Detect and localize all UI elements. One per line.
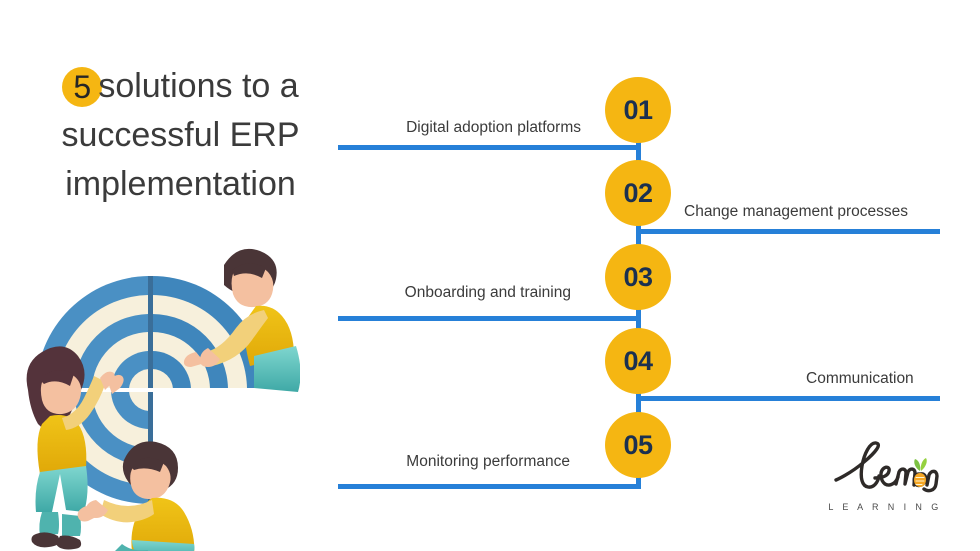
spine-segment-2	[636, 224, 641, 254]
branch-line-3	[338, 316, 641, 321]
leaf-right-icon	[920, 458, 927, 471]
timeline-node-02[interactable]: 02	[605, 160, 671, 226]
leaf-left-icon	[914, 459, 921, 471]
logo-subtitle: L E A R N I N G	[828, 502, 942, 512]
spine-segment-4	[636, 391, 641, 421]
target-seam-vertical-top	[148, 276, 153, 388]
spine-segment-3	[636, 307, 641, 337]
timeline-node-04[interactable]: 04	[605, 328, 671, 394]
branch-line-1	[338, 145, 641, 150]
branch-line-2	[636, 229, 940, 234]
person-bottom-center	[77, 441, 195, 551]
target-quadrant-top-right	[152, 276, 266, 388]
count-badge: 5	[62, 66, 103, 107]
timeline-node-05[interactable]: 05	[605, 412, 671, 478]
timeline-label-04: Communication	[806, 370, 914, 387]
timeline-label-01: Digital adoption platforms	[406, 119, 581, 136]
spine-segment-5	[636, 475, 641, 489]
title-line-3: implementation	[65, 165, 296, 203]
person-top-right	[183, 248, 301, 392]
page-title: 5 solutions to a successful ERP implemen…	[28, 62, 333, 209]
person-left	[26, 346, 124, 550]
lemon-fruit-icon	[914, 473, 926, 487]
title-line-1: 5 solutions to a	[28, 62, 333, 111]
branch-line-5	[338, 484, 641, 489]
timeline-node-03[interactable]: 03	[605, 244, 671, 310]
branch-line-4	[636, 396, 940, 401]
timeline-label-03: Onboarding and training	[404, 284, 571, 301]
lemon-learning-logo: L E A R N I N G	[820, 440, 950, 525]
spine-segment-1	[636, 140, 641, 170]
timeline-node-01[interactable]: 01	[605, 77, 671, 143]
timeline-label-02: Change management processes	[684, 203, 909, 220]
title-line-2: successful ERP	[61, 116, 300, 154]
teamwork-target-illustration	[0, 210, 301, 551]
title-line-1-text: solutions to a	[98, 67, 299, 105]
logo-wordmark-icon	[834, 441, 939, 493]
timeline-label-05: Monitoring performance	[406, 453, 570, 470]
